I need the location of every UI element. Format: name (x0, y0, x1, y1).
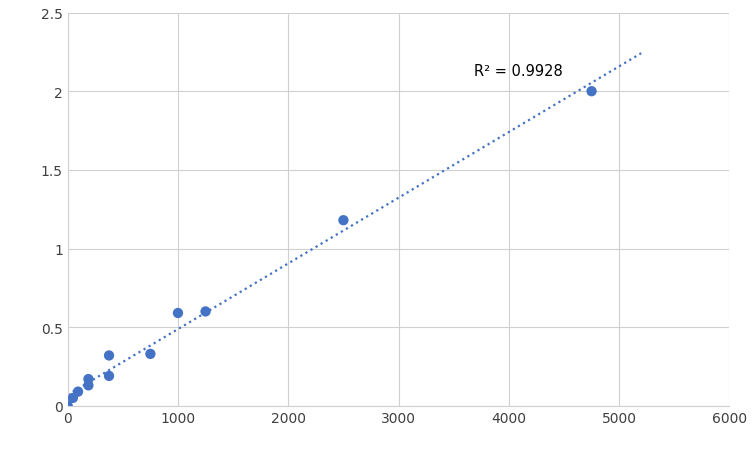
Point (172, 310, 184, 317)
Point (144, 350, 156, 358)
Point (199, 308, 211, 315)
Text: R² = 0.9928: R² = 0.9928 (474, 64, 562, 79)
Point (83, 382, 95, 389)
Point (62, 402, 74, 410)
Point (103, 373, 115, 380)
Point (586, 88, 598, 96)
Point (83, 376, 95, 383)
Point (72, 388, 84, 396)
Point (103, 352, 115, 359)
Point (338, 217, 350, 224)
Point (67, 395, 79, 402)
